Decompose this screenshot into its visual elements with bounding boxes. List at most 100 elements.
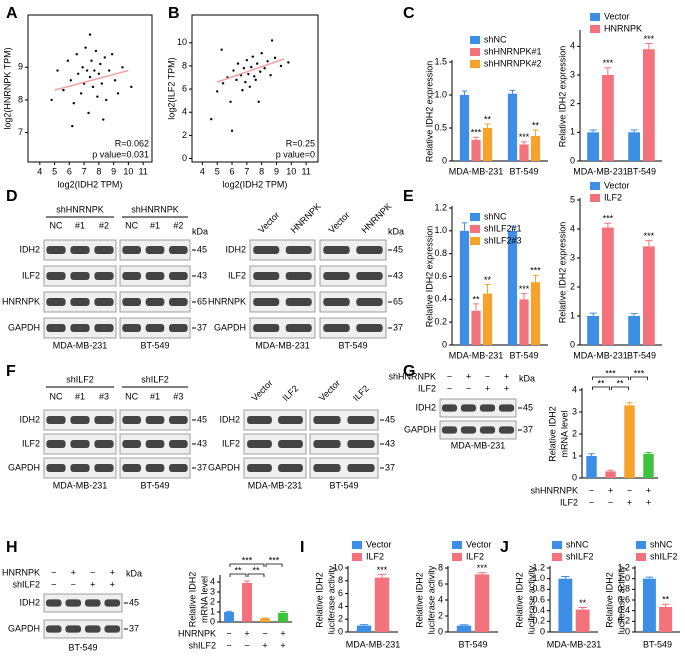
error-bar	[521, 141, 527, 145]
blot-band	[94, 464, 114, 472]
blot-frame	[319, 291, 387, 313]
y-tick-label: 0	[540, 626, 545, 636]
group-header: shILF2	[141, 374, 169, 384]
annotation: R=0.25	[286, 138, 315, 148]
cell-line-label: MDA-MB-231	[255, 340, 310, 350]
y-tick-label: 10	[177, 37, 187, 47]
point	[220, 48, 223, 51]
kda-label: 45	[393, 244, 403, 254]
blot-frame	[309, 409, 379, 431]
y-tick-label: 4	[570, 223, 575, 233]
panel-label: B	[168, 5, 180, 22]
bar	[482, 128, 493, 161]
kda-label: 37	[385, 462, 395, 472]
blot-band	[46, 324, 66, 332]
condition-name: shHNRNPK	[530, 485, 578, 495]
treatment-sign: −	[90, 567, 95, 577]
y-tick-label: 4	[438, 594, 443, 604]
blot-frame	[319, 239, 387, 261]
kda-label: 43	[197, 270, 207, 280]
bar	[471, 310, 481, 345]
treatment-name: ILF2	[418, 383, 436, 393]
significance-bracket	[611, 386, 629, 390]
y-tick-label: 0.8	[434, 248, 447, 258]
bar	[482, 293, 493, 345]
blot-band	[65, 599, 82, 607]
significance-bracket	[592, 376, 629, 380]
blot-band	[169, 324, 188, 332]
x-tick-label: MDA-MB-231	[449, 166, 504, 176]
kda-label: 37	[197, 322, 207, 332]
legend-swatch	[552, 553, 562, 561]
bar	[601, 227, 614, 345]
error-bar	[262, 617, 268, 619]
significance: **	[532, 120, 540, 130]
y-tick-label: 0.4	[532, 605, 545, 615]
blot-band	[46, 246, 66, 254]
blot-frame	[249, 317, 316, 339]
x-tick-label: 7	[244, 166, 249, 176]
cell-line-label: BT-549	[68, 642, 97, 652]
point	[210, 117, 213, 121]
significance: ***	[471, 128, 482, 138]
panel-label: E	[403, 188, 414, 205]
blot-band	[145, 324, 165, 332]
point	[121, 66, 124, 69]
bar	[642, 578, 656, 632]
blot-band	[122, 324, 141, 332]
error-bar	[280, 611, 286, 613]
significance: ***	[603, 214, 614, 224]
legend-label: ILF2	[466, 551, 484, 561]
blot-band	[84, 599, 101, 607]
bar	[587, 132, 600, 161]
blot-band	[285, 246, 312, 254]
bar	[260, 618, 270, 622]
blot-band	[441, 404, 458, 412]
error-bar	[645, 451, 652, 454]
significance-bracket	[630, 376, 648, 380]
condition-sign: +	[646, 485, 651, 495]
protein-label: ILF2	[22, 438, 40, 448]
treatment-name: shHNRNPK	[388, 371, 436, 381]
y-tick-label: 0.2	[617, 616, 630, 626]
y-tick-label: 3	[570, 69, 575, 79]
condition-sign: +	[244, 628, 249, 638]
x-tick-label: 8	[96, 166, 101, 176]
condition-sign: −	[627, 485, 632, 495]
blot-band	[70, 416, 90, 424]
group-header: shHNRNPK	[56, 204, 104, 214]
x-tick-label: 11	[138, 166, 147, 176]
y-axis-label: Relative IDH2 expression	[557, 222, 567, 324]
treatment-sign: −	[447, 371, 452, 381]
treatment-sign: +	[466, 371, 471, 381]
condition-name: ILF2	[560, 497, 578, 507]
point	[110, 53, 114, 56]
point	[279, 64, 283, 68]
blot-band	[94, 246, 114, 254]
point	[241, 89, 244, 92]
blot-band	[323, 272, 350, 280]
protein-label: HNRNPK	[2, 296, 40, 306]
panel-label: J	[500, 539, 509, 556]
protein-label: GAPDH	[404, 424, 436, 434]
blot-band	[347, 440, 375, 448]
point	[75, 53, 78, 56]
y-tick-label: 0.2	[532, 616, 545, 626]
protein-label: ILF2	[228, 270, 246, 280]
x-tick-label: MDA-MB-231	[573, 350, 628, 360]
error-bar	[509, 89, 516, 94]
bar	[575, 609, 590, 632]
legend-label: Vector	[604, 11, 630, 21]
x-tick-label: BT-549	[509, 350, 538, 360]
blot-frame	[243, 409, 307, 431]
point	[230, 129, 234, 132]
condition-sign: −	[608, 497, 613, 507]
y-tick-label: 0	[570, 339, 575, 349]
error-bar	[473, 303, 479, 311]
legend-swatch	[470, 213, 480, 221]
blot-band	[356, 324, 383, 332]
kda-label: 45	[197, 414, 207, 424]
bar	[628, 316, 641, 345]
significance: **	[252, 565, 260, 575]
y-tick-label: 0.5	[434, 122, 447, 132]
